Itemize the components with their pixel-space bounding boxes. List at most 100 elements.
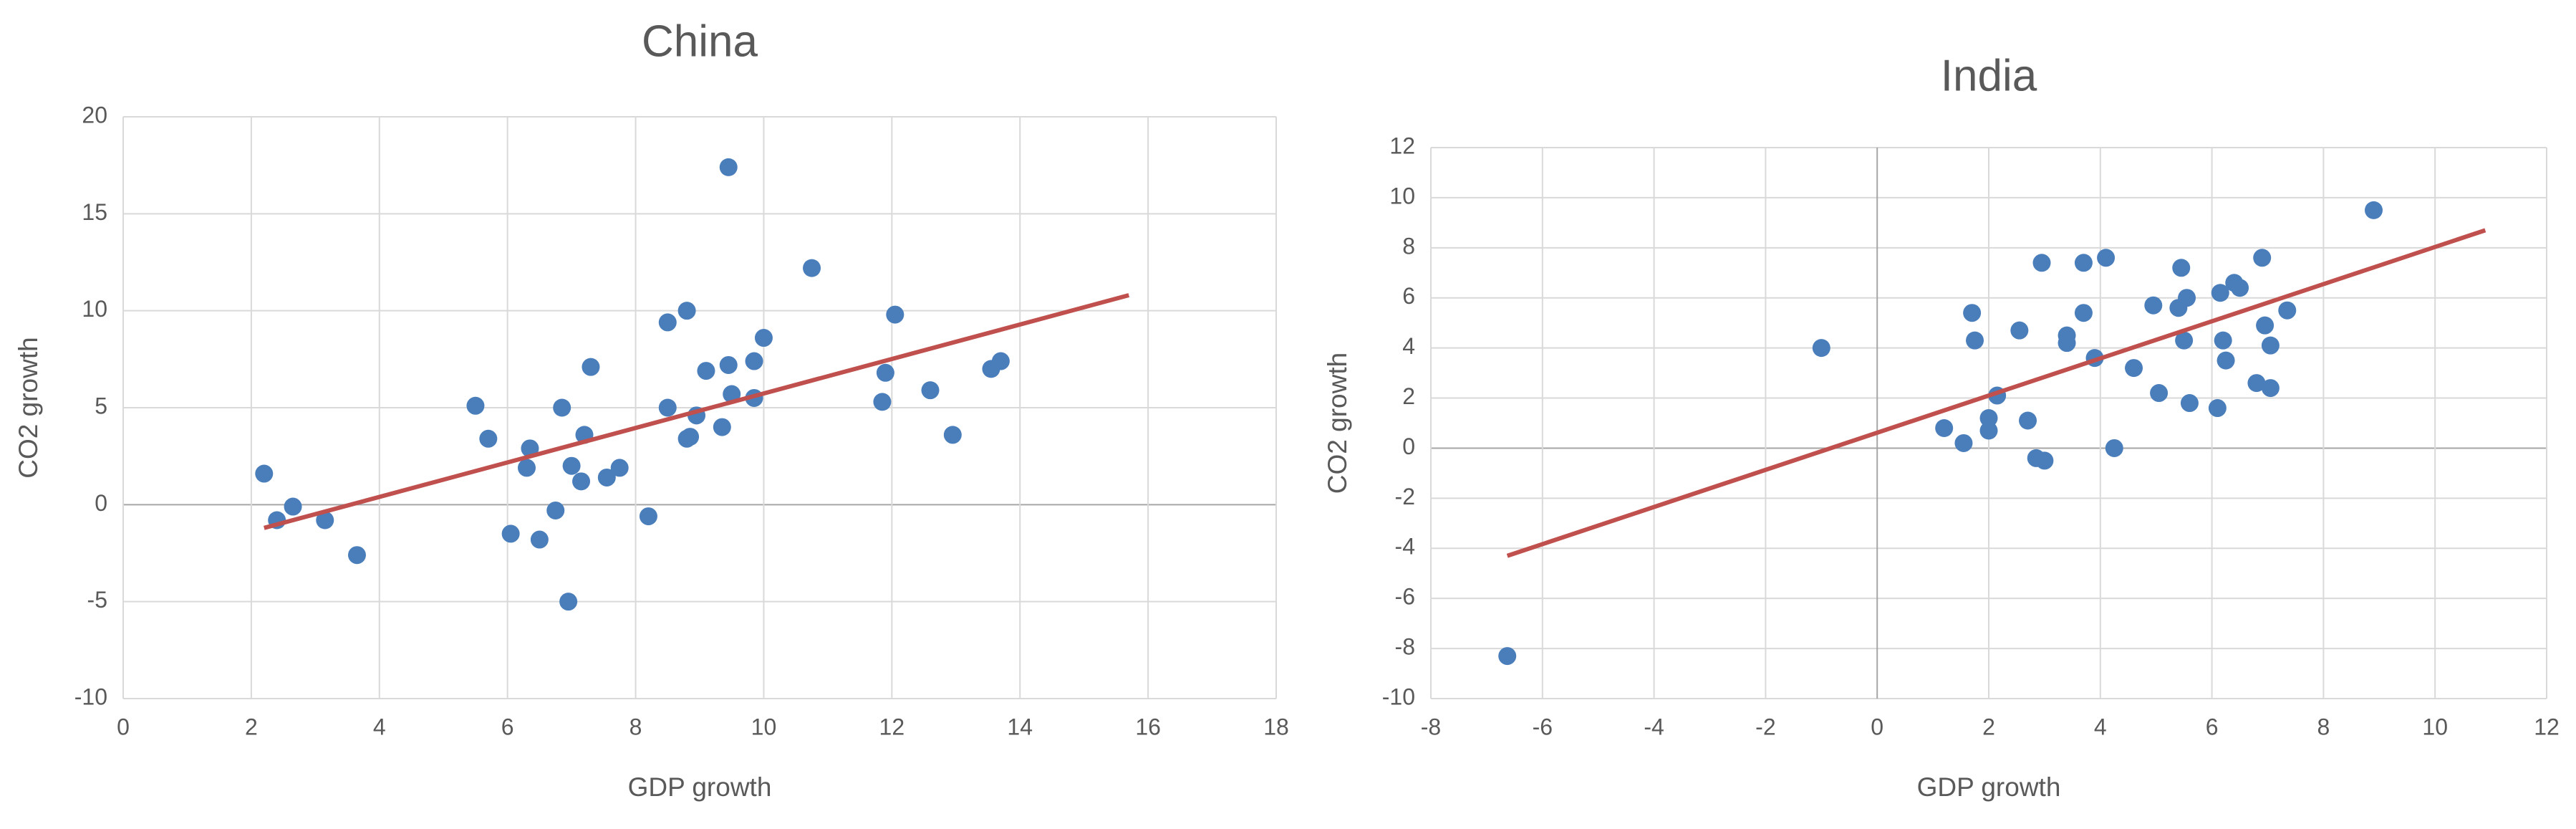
scatter-point xyxy=(2247,374,2266,393)
y-tick-label: 15 xyxy=(82,199,107,225)
x-tick-label: 14 xyxy=(1007,714,1033,739)
scatter-point xyxy=(681,428,700,446)
trendline xyxy=(1506,228,2486,558)
scatter-point xyxy=(2032,254,2051,272)
x-axis-label: GDP growth xyxy=(1917,772,2061,802)
x-tick-label: 12 xyxy=(879,714,905,739)
x-tick-label: -2 xyxy=(1755,714,1775,739)
scatter-point xyxy=(2019,411,2037,430)
scatter-point xyxy=(610,459,629,477)
scatter-point xyxy=(2261,379,2280,398)
scatter-point xyxy=(2214,331,2232,350)
scatter-point xyxy=(713,418,731,436)
scatter-point xyxy=(697,362,715,380)
y-tick-label: -6 xyxy=(1395,584,1415,610)
scatter-point xyxy=(803,259,821,277)
x-tick-label: 2 xyxy=(1982,714,1995,739)
scatter-point xyxy=(639,507,657,526)
y-tick-label: 6 xyxy=(1402,283,1415,309)
x-tick-label: -4 xyxy=(1644,714,1664,739)
scatter-point xyxy=(677,302,696,320)
scatter-point xyxy=(2074,304,2093,322)
x-tick-label: 8 xyxy=(2317,714,2330,739)
y-tick-label: -4 xyxy=(1395,534,1415,560)
x-tick-label: -6 xyxy=(1533,714,1553,739)
scatter-point xyxy=(719,355,738,374)
x-tick-label: 0 xyxy=(1871,714,1883,739)
y-tick-label: -5 xyxy=(87,587,107,613)
scatter-point xyxy=(597,468,616,487)
y-tick-label: 4 xyxy=(1402,333,1415,359)
scatter-point xyxy=(2178,289,2196,307)
scatter-point xyxy=(2256,316,2274,335)
scatter-point xyxy=(546,501,565,519)
scatter-point xyxy=(553,398,571,417)
scatter-point xyxy=(2150,384,2169,403)
scatter-point xyxy=(255,464,274,483)
scatter-point xyxy=(1979,409,1998,428)
scatter-point xyxy=(518,459,536,477)
scatter-point xyxy=(873,393,892,411)
scatter-point xyxy=(2211,284,2229,302)
scatter-point xyxy=(658,398,677,417)
scatter-point xyxy=(479,429,498,448)
chart-title: India xyxy=(1941,51,2037,100)
y-tick-label: 8 xyxy=(1402,233,1415,259)
scatter-point xyxy=(943,426,962,444)
scatter-point xyxy=(991,352,1010,370)
scatter-point xyxy=(2172,259,2191,277)
scatter-point xyxy=(2175,331,2194,350)
scatter-point xyxy=(1966,331,1984,350)
x-tick-label: 6 xyxy=(501,714,514,739)
x-axis-label: GDP growth xyxy=(628,772,772,802)
scatter-point xyxy=(2261,336,2280,355)
scatter-point xyxy=(723,385,741,403)
scatter-point xyxy=(2125,359,2143,378)
x-tick-label: 10 xyxy=(2422,714,2448,739)
scatter-point xyxy=(347,546,366,565)
scatter-point xyxy=(2144,296,2163,315)
scatter-point xyxy=(2208,399,2227,418)
scatter-point xyxy=(2058,334,2076,353)
scatter-point xyxy=(921,381,940,400)
scatter-point xyxy=(1963,304,1982,322)
scatter-point xyxy=(530,530,549,549)
y-tick-label: 0 xyxy=(95,490,107,516)
scatter-point xyxy=(886,305,905,324)
scatter-point xyxy=(876,363,894,382)
scatter-point xyxy=(2365,201,2383,219)
scatter-point xyxy=(284,497,302,516)
scatter-point xyxy=(501,524,520,543)
x-tick-label: 6 xyxy=(2206,714,2219,739)
y-tick-label: -2 xyxy=(1395,484,1415,509)
y-tick-label: 12 xyxy=(1389,133,1415,158)
scatter-point xyxy=(521,439,539,458)
scatter-point xyxy=(316,511,334,529)
y-tick-label: 2 xyxy=(1402,383,1415,409)
x-tick-label: 12 xyxy=(2534,714,2560,739)
scatter-point xyxy=(1812,339,1830,358)
scatter-point xyxy=(572,472,591,491)
y-tick-label: 0 xyxy=(1402,433,1415,459)
x-tick-label: 8 xyxy=(629,714,642,739)
scatter-point xyxy=(2216,351,2235,370)
scatter-point xyxy=(1498,647,1517,666)
y-tick-label: 5 xyxy=(95,393,107,418)
x-tick-label: 4 xyxy=(373,714,386,739)
scatter-point xyxy=(559,593,578,611)
y-tick-label: 20 xyxy=(82,102,107,128)
x-tick-label: 16 xyxy=(1135,714,1161,739)
scatter-point xyxy=(2231,279,2249,297)
scatter-point xyxy=(2010,321,2029,340)
scatter-point xyxy=(2180,394,2199,413)
scatter-point xyxy=(745,352,763,370)
x-tick-label: 0 xyxy=(117,714,130,739)
scatter-point xyxy=(2105,439,2123,457)
x-tick-label: 18 xyxy=(1263,714,1289,739)
scatter-point xyxy=(1979,421,1998,440)
y-tick-label: -10 xyxy=(1382,684,1415,709)
scatter-point xyxy=(2074,254,2093,272)
scatter-point xyxy=(754,329,773,348)
scatter-point xyxy=(2097,249,2116,267)
